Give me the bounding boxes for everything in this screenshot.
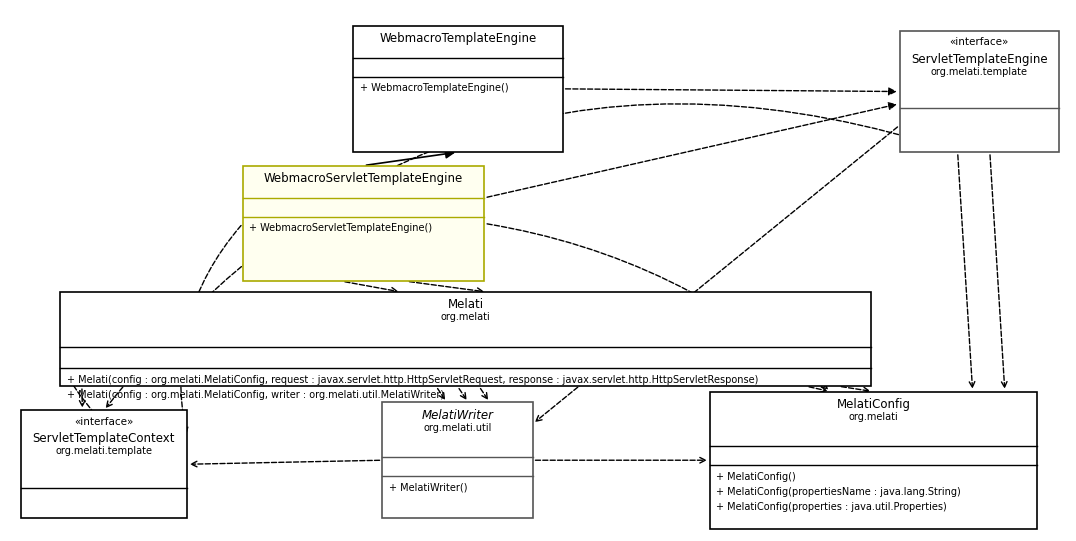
Text: org.melati: org.melati: [849, 412, 898, 422]
Text: WebmacroTemplateEngine: WebmacroTemplateEngine: [380, 32, 537, 45]
Text: + WebmacroServletTemplateEngine(): + WebmacroServletTemplateEngine(): [250, 223, 433, 233]
Bar: [382, 403, 533, 518]
Text: org.melati.template: org.melati.template: [55, 446, 153, 456]
Text: + Melati(config : org.melati.MelatiConfig, writer : org.melati.util.MelatiWriter: + Melati(config : org.melati.MelatiConfi…: [67, 390, 444, 400]
Bar: [900, 31, 1059, 152]
Text: ServletTemplateEngine: ServletTemplateEngine: [910, 52, 1047, 65]
Text: org.melati.template: org.melati.template: [931, 67, 1028, 76]
Text: org.melati: org.melati: [441, 313, 491, 322]
Bar: [60, 292, 870, 386]
Text: + MelatiWriter(): + MelatiWriter(): [388, 483, 467, 492]
Text: «interface»: «interface»: [949, 37, 1009, 48]
Bar: [710, 392, 1037, 529]
Text: MelatiWriter: MelatiWriter: [422, 409, 494, 422]
Text: MelatiConfig: MelatiConfig: [836, 398, 910, 411]
Text: + MelatiConfig(): + MelatiConfig(): [717, 472, 796, 482]
Text: ServletTemplateContext: ServletTemplateContext: [32, 432, 175, 445]
Text: + MelatiConfig(propertiesName : java.lang.String): + MelatiConfig(propertiesName : java.lan…: [717, 487, 961, 497]
Text: + WebmacroTemplateEngine(): + WebmacroTemplateEngine(): [359, 83, 509, 93]
Text: «interface»: «interface»: [74, 417, 133, 427]
Text: WebmacroServletTemplateEngine: WebmacroServletTemplateEngine: [264, 172, 464, 185]
Bar: [243, 166, 484, 281]
Bar: [20, 411, 187, 518]
Text: + MelatiConfig(properties : java.util.Properties): + MelatiConfig(properties : java.util.Pr…: [717, 502, 947, 512]
Text: + Melati(config : org.melati.MelatiConfig, request : javax.servlet.http.HttpServ: + Melati(config : org.melati.MelatiConfi…: [67, 375, 759, 385]
Text: org.melati.util: org.melati.util: [423, 423, 492, 433]
Bar: [353, 25, 563, 152]
Text: Melati: Melati: [448, 299, 483, 312]
